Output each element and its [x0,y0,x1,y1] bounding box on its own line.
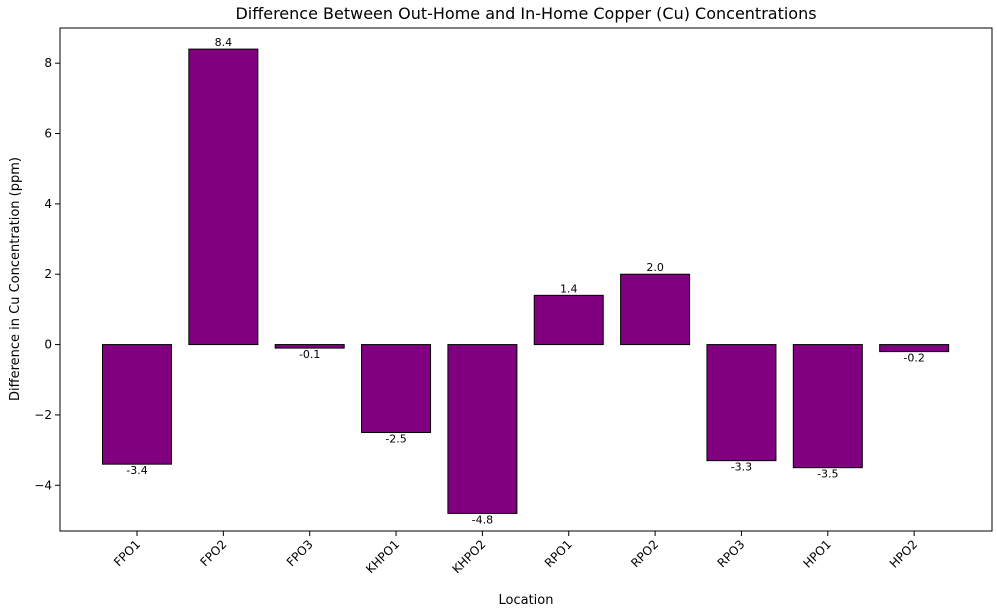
bar-value-label: 1.4 [560,282,578,295]
bar-value-label: 2.0 [646,261,664,274]
bar [533,294,604,346]
x-tick-label: FPO3 [284,537,316,569]
x-tick-label: FPO1 [111,537,143,569]
bar [274,344,345,349]
bar-value-label: -3.5 [817,468,838,481]
y-tick-label: 4 [44,197,52,211]
y-tick-label: 0 [44,338,52,352]
bar-value-label: 8.4 [215,36,233,49]
x-tick-label: HPO2 [887,537,920,570]
bar [447,344,518,514]
x-tick-label: RPO2 [628,537,661,570]
y-axis-label: Difference in Cu Concentration (ppm) [8,157,23,401]
bar-value-label: -3.4 [126,464,147,477]
bar-value-label: -0.2 [903,352,924,365]
bar [706,344,777,462]
x-tick-label: RPO1 [542,537,575,570]
y-tick-label: 2 [44,267,52,281]
x-tick-label: KHPO1 [363,537,402,576]
bar [879,344,950,353]
chart-title: Difference Between Out-Home and In-Home … [235,4,816,23]
x-tick-label: KHPO2 [449,537,488,576]
y-tick-label: 8 [44,56,52,70]
bars-group: -3.4 8.4 -0.1 -2.5 -4.8 1.4 2.0 -3.3 -3.5 -0.2 [102,36,950,526]
bar-value-label: -2.5 [385,433,406,446]
bar [620,273,691,346]
y-tick-label: −2 [34,408,52,422]
x-tick-label: RPO3 [715,537,748,570]
plot-area-frame [59,27,993,532]
x-tick-label: FPO2 [197,537,229,569]
y-axis-ticks: −4 −2 0 2 4 6 8 [34,56,60,492]
bar [102,344,172,465]
bar [188,48,259,346]
x-axis-label: Location [499,593,554,608]
y-tick-label: 6 [44,127,52,141]
bar-value-label: -3.3 [731,461,752,474]
y-tick-label: −4 [34,478,52,492]
bar [792,344,863,469]
bar-value-label: -4.8 [472,513,493,526]
x-tick-label: HPO1 [800,537,833,570]
bar [361,344,432,434]
bar-value-label: -0.1 [299,348,320,361]
x-axis-ticks: FPO1 FPO2 FPO3 KHPO1 KHPO2 RPO1 RPO2 RPO3 HPO1 HP… [111,531,920,576]
